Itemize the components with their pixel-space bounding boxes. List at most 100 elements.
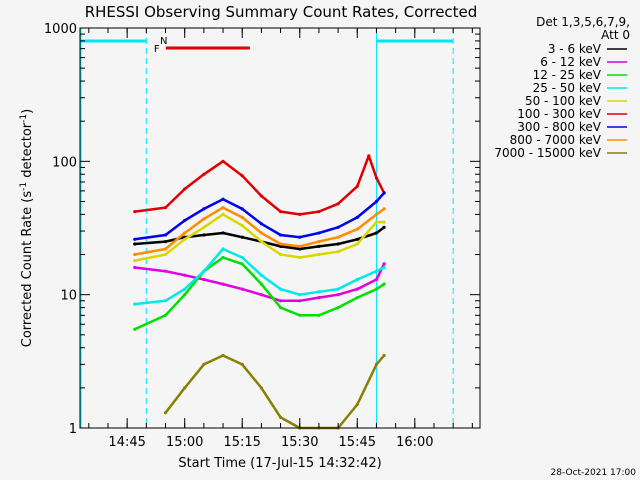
series-3-point-2 (183, 287, 187, 291)
x-tick-label-0: 14:45 (108, 435, 145, 450)
series-5-point-1 (163, 206, 168, 210)
series-6-point-2 (183, 218, 187, 223)
x-tick-label-3: 15:30 (281, 435, 318, 450)
series-5-point-8 (298, 212, 302, 216)
series-5-point-7 (279, 210, 283, 214)
series-4-point-4 (221, 212, 225, 216)
series-1-point-4 (221, 282, 225, 286)
series-2-point-0 (133, 327, 137, 331)
series-5-point-2 (183, 187, 187, 191)
series-0-point-7 (279, 244, 283, 248)
series-0-point-13 (382, 225, 386, 229)
series-3-point-1 (163, 299, 168, 303)
series-3-point-3 (202, 269, 206, 273)
series-1-point-9 (317, 296, 321, 300)
y-axis-label: Corrected Count Rate (s-1 detector-1) (19, 109, 35, 347)
series-7-point-8 (298, 244, 302, 248)
series-3-point-13 (382, 265, 386, 270)
series-7-point-5 (240, 215, 244, 219)
series-2-point-5 (240, 262, 244, 266)
series-line-4 (134, 213, 385, 262)
series-6-point-13 (382, 191, 386, 195)
y-tick-label-3: 1000 (44, 22, 77, 37)
series-7-point-12 (374, 212, 379, 216)
series-4-point-12 (374, 220, 379, 224)
series-5-point-5 (240, 174, 244, 178)
series-3-point-4 (221, 247, 225, 251)
series-0-point-9 (317, 244, 321, 248)
series-6-point-11 (355, 215, 359, 219)
y-tick-label-2: 100 (52, 155, 77, 170)
y-axis-label-part-3: ) (20, 109, 35, 114)
series-8-point-2 (202, 362, 206, 366)
legend-label-1: 6 - 12 keV (540, 55, 602, 69)
plot-area: NF (80, 28, 454, 430)
series-3-point-0 (133, 302, 137, 306)
series-0-point-1 (163, 240, 168, 244)
series-8-point-6 (279, 415, 283, 419)
series-3-point-10 (336, 287, 340, 291)
series-6-point-0 (133, 237, 137, 241)
series-1-point-5 (240, 287, 244, 291)
series-7-point-11 (355, 227, 359, 231)
legend-label-8: 7000 - 15000 keV (494, 146, 601, 160)
series-0-point-0 (133, 242, 137, 246)
series-5-point-3 (202, 172, 206, 176)
series-7-point-3 (202, 217, 206, 221)
y-axis-label-part-1: Corrected Count Rate (s (20, 191, 35, 348)
series-line-3 (134, 247, 385, 306)
series-6-point-3 (202, 207, 206, 211)
series-4-point-2 (183, 237, 187, 241)
series-0-point-12 (374, 231, 379, 235)
series-2-point-13 (382, 282, 386, 286)
series-1-point-10 (336, 293, 340, 297)
series-5-point-4 (221, 159, 225, 163)
annotation-label-0: N (160, 36, 167, 47)
legend-label-0: 3 - 6 keV (548, 42, 602, 56)
series-6-point-7 (279, 233, 283, 237)
y-axis-label-exp-1: -1 (19, 182, 29, 191)
series-6-point-9 (317, 231, 321, 235)
series-2-point-10 (336, 306, 340, 310)
series-0-point-5 (240, 235, 244, 239)
series-1-point-11 (355, 287, 359, 291)
series-5-point-0 (133, 210, 137, 214)
series-2-point-8 (298, 313, 302, 317)
series-1-point-7 (279, 299, 283, 303)
series-6-point-4 (221, 197, 225, 201)
series-4-point-13 (382, 220, 386, 224)
series-1-point-6 (259, 293, 263, 297)
series-8-point-0 (163, 411, 168, 415)
x-axis-label: Start Time (17-Jul-15 14:32:42) (178, 456, 381, 471)
series-2-point-6 (259, 282, 263, 286)
series-8-point-10 (355, 402, 359, 407)
series-2-point-12 (374, 287, 379, 291)
x-tick-label-2: 15:15 (223, 435, 260, 450)
series-8-point-4 (240, 362, 244, 366)
legend-label-6: 300 - 800 keV (517, 120, 601, 134)
series-2-point-9 (317, 313, 321, 317)
series-5-point-11 (355, 184, 359, 188)
legend-label-7: 800 - 7000 keV (510, 133, 602, 147)
x-axis: 14:45 15:00 15:15 15:30 15:45 16:00 (88, 28, 473, 450)
series-3-point-7 (279, 287, 283, 291)
series-8-point-3 (221, 353, 225, 358)
series-7-point-6 (259, 231, 263, 235)
x-tick-label-1: 15:00 (166, 435, 203, 450)
series-7-point-13 (382, 207, 386, 211)
series-8-point-12 (382, 353, 386, 358)
series-0-point-11 (355, 237, 359, 241)
series-1-point-12 (374, 277, 379, 282)
series-7-point-0 (133, 252, 137, 257)
series-2-point-7 (279, 306, 283, 310)
annotation-label-1: F (154, 44, 160, 55)
series-6-point-1 (163, 233, 168, 237)
series-8-point-5 (259, 386, 263, 390)
series-1-point-2 (183, 273, 187, 277)
series-3-point-8 (298, 293, 302, 297)
series-2-point-4 (221, 255, 225, 260)
plot-frame (79, 27, 481, 429)
y-tick-label-0: 1 (69, 422, 77, 437)
